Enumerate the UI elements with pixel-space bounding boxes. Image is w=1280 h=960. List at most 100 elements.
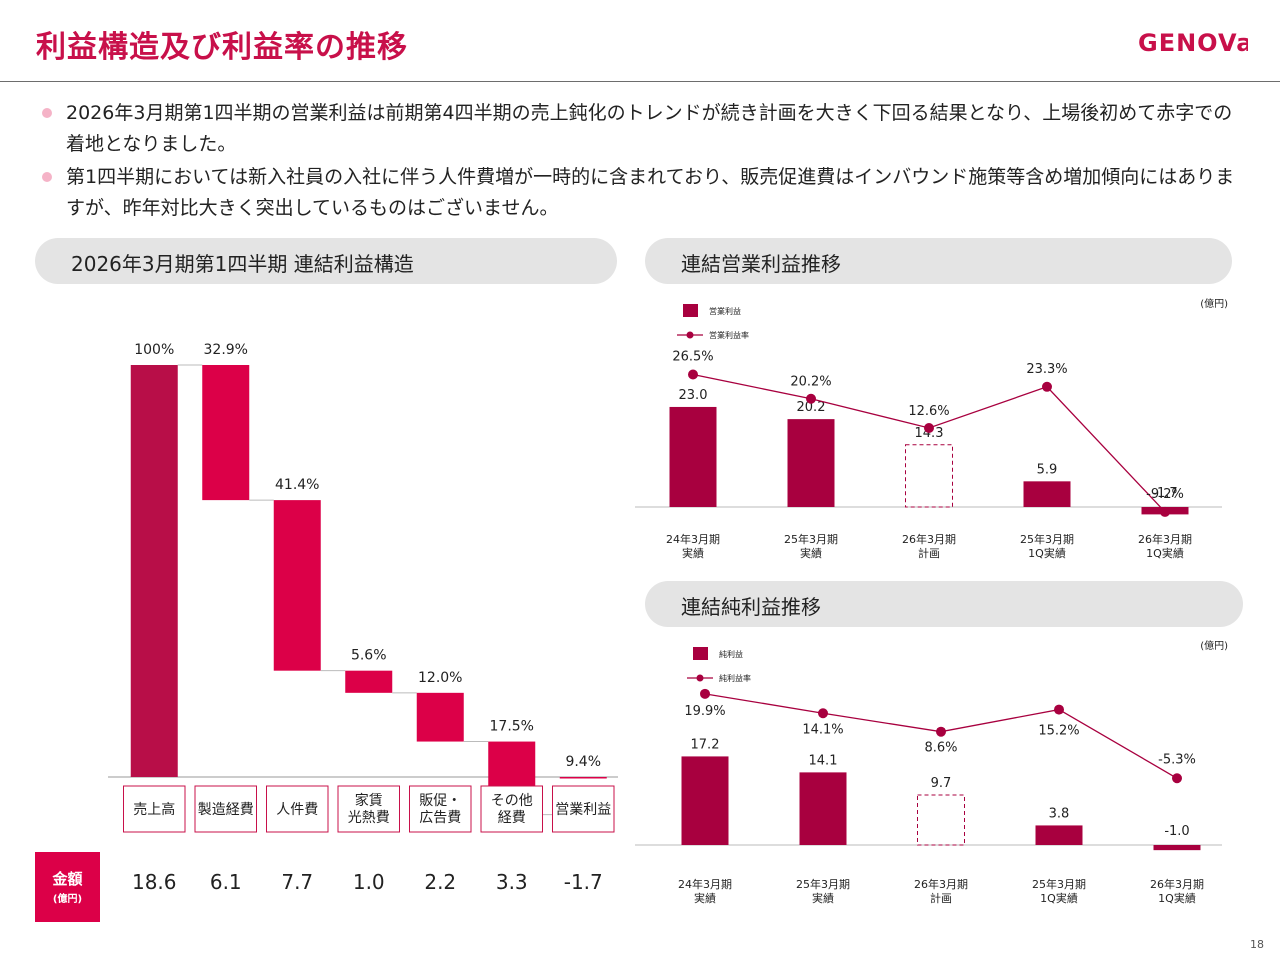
category-box bbox=[123, 785, 186, 833]
net-section-header: 連結純利益推移 bbox=[645, 581, 1243, 627]
amount-label: 金額 bbox=[51, 870, 82, 888]
legend-bar-label: 営業利益 bbox=[709, 306, 741, 316]
category-box bbox=[552, 785, 615, 833]
category-label: 25年3月期 1Q実績 bbox=[1020, 532, 1074, 560]
rate-value-label: 12.6% bbox=[908, 404, 949, 419]
page-title: 利益構造及び利益率の推移 bbox=[36, 30, 408, 65]
bar-value-label: 17.2 bbox=[691, 737, 720, 752]
bar-value-label: 14.3 bbox=[915, 426, 944, 441]
rate-value-label: 15.2% bbox=[1038, 724, 1079, 739]
waterfall-bar bbox=[559, 777, 607, 779]
rate-value-label: 20.2% bbox=[790, 375, 831, 390]
category-label: 24年3月期実績 bbox=[678, 877, 732, 905]
amount-value: 1.0 bbox=[353, 870, 385, 894]
category-box bbox=[480, 785, 543, 833]
rate-marker bbox=[818, 708, 828, 719]
profit-bar bbox=[799, 772, 847, 845]
percent-label: 17.5% bbox=[490, 719, 534, 735]
rate-marker bbox=[1042, 381, 1052, 392]
bar-value-label: 5.9 bbox=[1037, 462, 1058, 477]
net-title: 連結純利益推移 bbox=[681, 595, 821, 619]
bar-value-label: 14.1 bbox=[809, 753, 838, 768]
waterfall-bar bbox=[416, 692, 464, 742]
bar-value-label: 9.7 bbox=[931, 776, 952, 791]
legend-line-label: 営業利益率 bbox=[709, 330, 749, 340]
legend-line-marker bbox=[686, 331, 694, 339]
profit-bar bbox=[787, 419, 835, 507]
bar-value-label: -1.0 bbox=[1164, 824, 1189, 839]
genova-logo: GENOVa bbox=[1138, 29, 1248, 57]
category-label: 家賃光熱費 bbox=[348, 792, 390, 826]
bullet-item: 2026年3月期第1四半期の営業利益は前期第4四半期の売上鈍化のトレンドが続き計… bbox=[40, 98, 1250, 160]
percent-label: 32.9% bbox=[204, 342, 248, 358]
bullet-list: 2026年3月期第1四半期の営業利益は前期第4四半期の売上鈍化のトレンドが続き計… bbox=[40, 98, 1250, 226]
waterfall-bar bbox=[345, 670, 393, 693]
profit-bar bbox=[1035, 825, 1083, 845]
rate-marker bbox=[700, 688, 710, 699]
bullet-text: 2026年3月期第1四半期の営業利益は前期第4四半期の売上鈍化のトレンドが続き計… bbox=[66, 102, 1233, 155]
category-label: 24年3月期実績 bbox=[666, 532, 720, 560]
amount-value: 18.6 bbox=[132, 870, 177, 894]
legend-bar-swatch bbox=[683, 304, 698, 317]
bar-value-label: 20.2 bbox=[797, 400, 826, 415]
rate-value-label: 23.3% bbox=[1026, 362, 1067, 377]
percent-label: 5.6% bbox=[351, 648, 387, 664]
category-box bbox=[194, 785, 257, 833]
waterfall-title: 2026年3月期第1四半期 連結利益構造 bbox=[71, 252, 414, 276]
rate-value-label: -9.2% bbox=[1146, 487, 1184, 502]
bullet-item: 第1四半期においては新入社員の入社に伴う人件費増が一時的に含まれており、販売促進… bbox=[40, 162, 1250, 224]
amount-value: 6.1 bbox=[210, 870, 242, 894]
amount-value: -1.7 bbox=[564, 870, 603, 894]
legend-bar-label: 純利益 bbox=[719, 649, 743, 659]
bar-value-label: -1.7 bbox=[1152, 486, 1177, 501]
rate-marker bbox=[688, 369, 698, 380]
rate-marker bbox=[1160, 506, 1170, 517]
profit-bar bbox=[669, 406, 717, 507]
bar-value-label: 23.0 bbox=[679, 388, 708, 403]
category-label: 営業利益 bbox=[555, 802, 611, 818]
category-label: 25年3月期実績 bbox=[796, 877, 850, 905]
rate-marker bbox=[1172, 773, 1182, 784]
unit-label: (億円) bbox=[1200, 297, 1228, 310]
category-box bbox=[266, 785, 329, 833]
bullet-dot-icon bbox=[42, 108, 52, 118]
category-label: その他経費 bbox=[491, 793, 533, 826]
category-label: 26年3月期 1Q実績 bbox=[1138, 532, 1192, 560]
waterfall-chart: 100% 売上高 18.6 32.9% 製造経費 6.1 41.4% 人件費 7.7 5.6% 家賃… bbox=[35, 342, 618, 922]
rate-value-label: 14.1% bbox=[802, 722, 843, 737]
amount-value: 2.2 bbox=[424, 870, 456, 894]
amount-unit: (億円) bbox=[53, 892, 82, 905]
waterfall-bar bbox=[130, 365, 178, 777]
operating-title: 連結営業利益推移 bbox=[681, 252, 841, 276]
amount-label-box bbox=[35, 852, 100, 922]
legend-line-label: 純利益率 bbox=[719, 673, 751, 683]
waterfall-bar bbox=[202, 365, 250, 501]
category-label: 25年3月期実績 bbox=[784, 532, 838, 560]
category-label: 25年3月期 1Q実績 bbox=[1032, 877, 1086, 905]
rate-line bbox=[692, 373, 1166, 513]
category-label: 人件費 bbox=[276, 802, 318, 818]
category-label: 26年3月期計画 bbox=[914, 877, 968, 905]
bullet-text: 第1四半期においては新入社員の入社に伴う人件費増が一時的に含まれており、販売促進… bbox=[66, 166, 1235, 219]
legend-bar-swatch bbox=[693, 647, 708, 660]
category-box bbox=[337, 785, 400, 833]
rate-marker bbox=[1054, 704, 1064, 715]
category-label: 売上高 bbox=[133, 801, 175, 818]
header-divider bbox=[0, 81, 1280, 82]
plan-bar bbox=[917, 794, 965, 846]
percent-label: 12.0% bbox=[418, 670, 462, 686]
category-label: 26年3月期 1Q実績 bbox=[1150, 877, 1204, 905]
operating-section-header: 連結営業利益推移 bbox=[645, 238, 1232, 284]
percent-label: 100% bbox=[134, 342, 174, 358]
amount-value: 7.7 bbox=[281, 870, 313, 894]
rate-value-label: 19.9% bbox=[684, 704, 725, 719]
category-label: 26年3月期計画 bbox=[902, 532, 956, 560]
profit-bar bbox=[1153, 845, 1201, 851]
unit-label: (億円) bbox=[1200, 639, 1228, 652]
profit-bar bbox=[681, 756, 729, 845]
amount-value: 3.3 bbox=[496, 870, 528, 894]
bar-value-label: 3.8 bbox=[1049, 806, 1070, 821]
rate-value-label: -5.3% bbox=[1158, 752, 1196, 767]
rate-marker bbox=[924, 422, 934, 433]
